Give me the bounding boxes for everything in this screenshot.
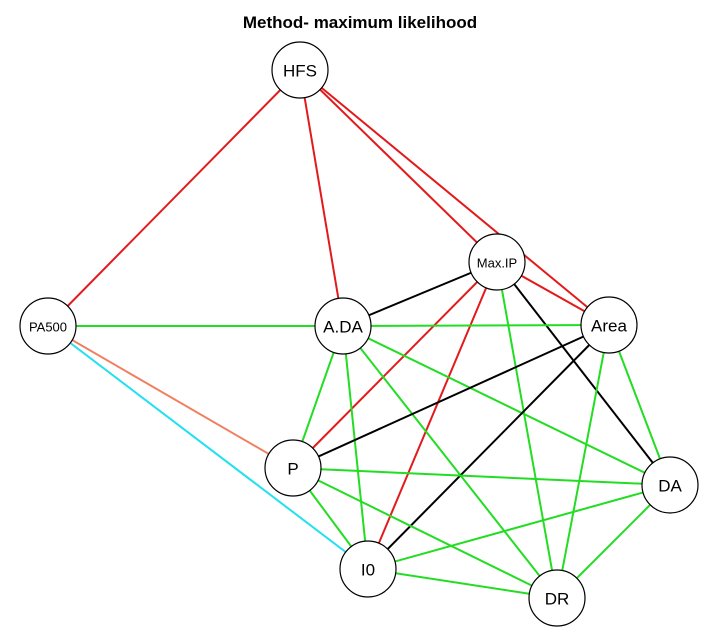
diagram-title: Method- maximum likelihood	[243, 13, 477, 32]
node-label: Max.IP	[477, 256, 517, 271]
edges-layer	[47, 69, 671, 599]
node-circle	[19, 297, 77, 355]
edge-maxip-da	[496, 261, 671, 486]
edge-hfs-pa500	[47, 69, 301, 327]
node-da: DA	[641, 456, 699, 514]
edge-hfs-ada	[299, 69, 344, 327]
node-ada: A.DA	[314, 297, 372, 355]
node-label: DA	[658, 477, 682, 496]
edge-ada-da	[342, 325, 671, 486]
edge-i0-da	[367, 484, 671, 570]
node-label: DR	[545, 590, 570, 609]
node-circle	[271, 41, 329, 99]
node-circle	[528, 569, 586, 627]
edge-ada-area	[342, 324, 610, 327]
edge-area-p	[292, 324, 610, 469]
edge-p-da	[292, 467, 671, 486]
node-circle	[264, 439, 322, 497]
node-p: P	[264, 439, 322, 497]
node-maxip: Max.IP	[468, 233, 526, 291]
node-pa500: PA500	[19, 297, 77, 355]
node-hfs: HFS	[271, 41, 329, 99]
edge-pa500-p	[47, 325, 294, 469]
node-circle	[580, 296, 638, 354]
node-label: A.DA	[323, 318, 363, 337]
edge-pa500-i0	[47, 325, 369, 570]
node-circle	[314, 297, 372, 355]
node-i0: I0	[339, 540, 397, 598]
node-label: Area	[591, 317, 627, 336]
node-circle	[468, 233, 526, 291]
edge-ada-i0	[342, 325, 369, 570]
edge-area-dr	[556, 324, 610, 599]
edge-hfs-area	[299, 69, 610, 326]
node-dr: DR	[528, 569, 586, 627]
edge-maxip-i0	[367, 261, 498, 570]
edge-i0-dr	[367, 568, 558, 599]
node-label: P	[287, 460, 298, 479]
node-label: I0	[361, 561, 375, 580]
edge-p-dr	[292, 467, 558, 599]
edge-ada-dr	[342, 325, 558, 599]
edge-maxip-p	[292, 261, 498, 469]
node-circle	[339, 540, 397, 598]
node-label: PA500	[29, 320, 67, 335]
node-area: Area	[580, 296, 638, 354]
node-circle	[641, 456, 699, 514]
nodes-layer: HFS PA500 Max.IP A.DA Area P DA I0 DR	[19, 41, 699, 627]
edge-maxip-dr	[496, 261, 558, 599]
edge-hfs-maxip	[299, 69, 498, 263]
edge-area-i0	[367, 324, 610, 570]
node-label: HFS	[283, 62, 317, 81]
